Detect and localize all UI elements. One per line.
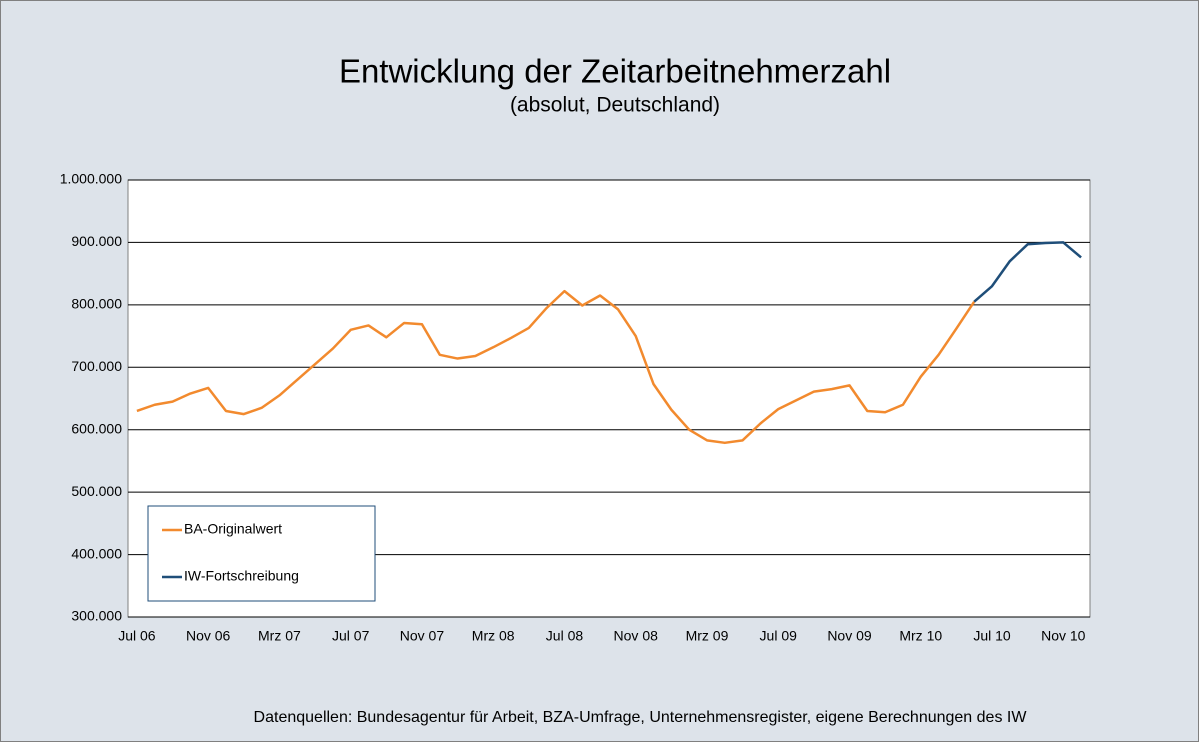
y-tick-label: 600.000 <box>71 420 122 436</box>
chart-subtitle: (absolut, Deutschland) <box>510 94 720 117</box>
y-tick-label: 400.000 <box>71 545 122 561</box>
x-tick-label: Jul 06 <box>118 628 156 644</box>
x-tick-label: Nov 09 <box>827 628 872 644</box>
x-tick-label: Jul 10 <box>973 628 1011 644</box>
x-tick-label: Nov 10 <box>1041 628 1086 644</box>
y-tick-label: 300.000 <box>71 608 122 624</box>
x-tick-label: Jul 08 <box>546 628 584 644</box>
y-tick-label: 700.000 <box>71 358 122 374</box>
chart-title: Entwicklung der Zeitarbeitnehmerzahl <box>339 53 891 90</box>
x-tick-label: Nov 06 <box>186 628 231 644</box>
x-tick-label: Nov 07 <box>400 628 445 644</box>
y-tick-label: 500.000 <box>71 483 122 499</box>
series-line <box>973 241 1082 303</box>
legend-box <box>147 505 376 602</box>
series-line <box>136 289 976 445</box>
x-tick-label: Jul 09 <box>760 628 798 644</box>
x-tick-label: Mrz 09 <box>686 628 729 644</box>
legend-label: IW-Fortschreibung <box>184 568 299 584</box>
x-tick-label: Nov 08 <box>614 628 659 644</box>
source-note: Datenquellen: Bundesagentur für Arbeit, … <box>254 709 1028 726</box>
x-tick-label: Jul 07 <box>332 628 370 644</box>
x-tick-label: Mrz 10 <box>899 628 942 644</box>
y-tick-label: 900.000 <box>71 233 122 249</box>
legend-label: BA-Originalwert <box>184 521 282 537</box>
y-tick-label: 800.000 <box>71 296 122 312</box>
y-tick-label: 1.000.000 <box>60 171 122 187</box>
x-tick-label: Mrz 08 <box>472 628 515 644</box>
x-tick-label: Mrz 07 <box>258 628 301 644</box>
